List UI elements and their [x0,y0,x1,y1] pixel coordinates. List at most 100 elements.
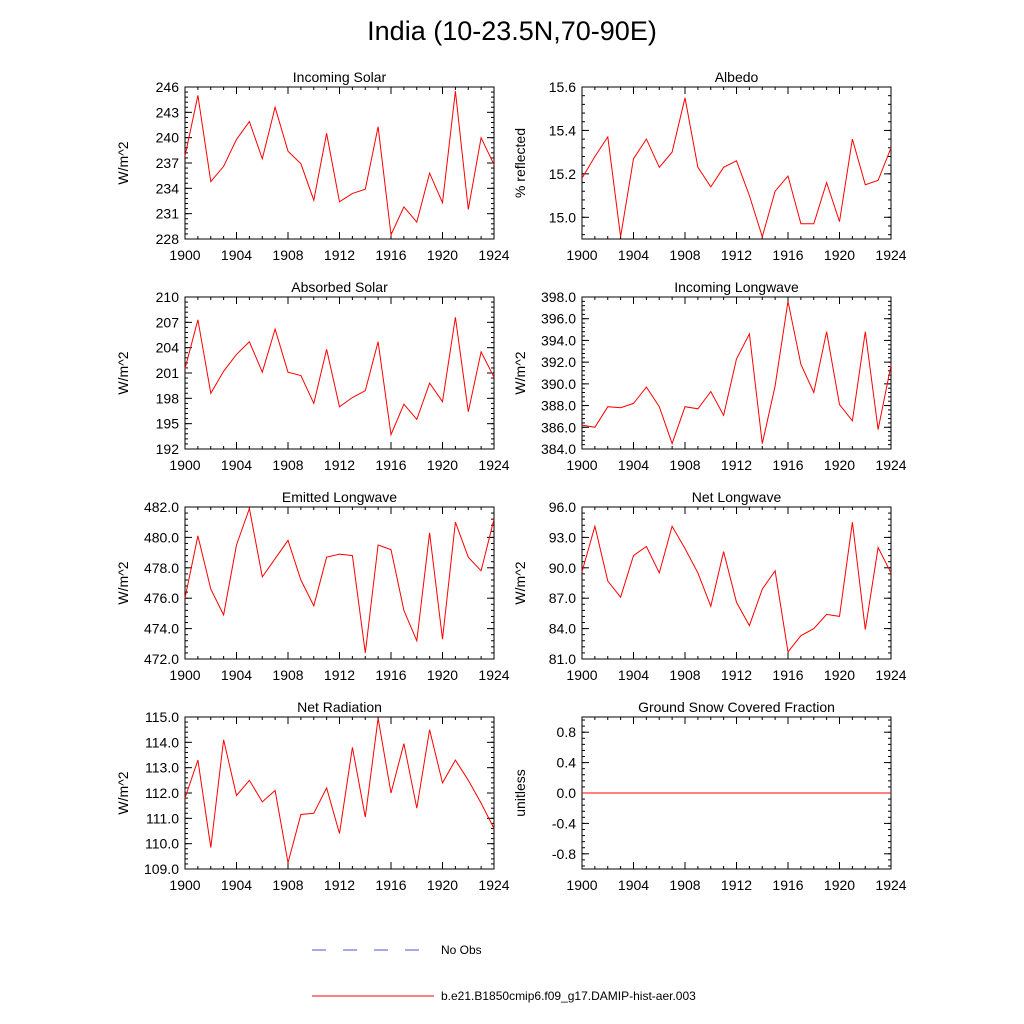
x-tick-label: 1912 [324,667,355,683]
x-tick-label: 1916 [772,457,803,473]
x-tick-label: 1920 [427,457,458,473]
y-tick-label: 84.0 [549,621,576,637]
panel-7: Ground Snow Covered Fraction unitless 1900… [512,699,907,893]
y-tick-label: 237 [156,155,180,171]
y-tick-label: 394.0 [541,332,576,348]
plot-frame [184,506,495,660]
x-tick-label: 1900 [169,667,200,683]
x-tick-label: 1912 [324,877,355,893]
x-tick-label: 1908 [272,667,303,683]
y-tick-label: 390.0 [541,376,576,392]
panel-title: Absorbed Solar [291,279,388,295]
y-tick-label: 388.0 [541,398,576,414]
y-axis-label: % reflected [512,128,528,198]
y-tick-label: 15.0 [549,209,576,225]
x-tick-label: 1900 [566,877,597,893]
series-line-0 [184,718,495,863]
y-tick-label: 111.0 [146,810,179,826]
x-tick-label: 1924 [478,247,509,263]
y-tick-label: 15.6 [549,79,576,95]
panels: Incoming Solar W/m^2 1900 1904 1908 1912 1916 1… [115,69,907,893]
y-tick-label: -0.4 [552,815,576,831]
x-tick-label: 1920 [824,247,855,263]
x-tick-label: 1904 [221,247,252,263]
y-tick-label: 228 [156,231,180,247]
y-axis-label: W/m^2 [115,561,131,604]
x-tick-label: 1900 [169,247,200,263]
x-tick-label: 1900 [566,247,597,263]
y-tick-label: 0.4 [557,755,577,771]
x-tick-label: 1924 [478,667,509,683]
panel-3: Incoming Longwave W/m^2 1900 1904 1908 1912 19… [512,279,907,473]
series-line-0 [184,317,495,437]
y-tick-label: 15.2 [549,166,576,182]
x-tick-label: 1916 [772,877,803,893]
y-tick-label: 478.0 [144,560,179,576]
x-tick-label: 1904 [221,457,252,473]
y-tick-label: 192 [156,441,180,457]
x-tick-label: 1920 [824,877,855,893]
panel-6: Net Radiation W/m^2 1900 1904 1908 1912 1916 19… [115,699,510,893]
y-tick-label: 198 [156,390,180,406]
y-tick-label: 113.0 [145,760,179,776]
plot-frame [184,296,495,450]
y-tick-label: 480.0 [144,529,179,545]
x-tick-label: 1924 [875,667,906,683]
y-axis-label: unitless [512,769,528,816]
y-tick-label: 210 [156,289,180,305]
x-tick-label: 1912 [324,457,355,473]
plot-frame [184,716,495,870]
y-tick-label: 207 [156,314,180,330]
legend-label-no-obs: No Obs [441,943,482,957]
x-tick-label: 1920 [427,877,458,893]
x-tick-label: 1900 [169,457,200,473]
panel-4: Emitted Longwave W/m^2 1900 1904 1908 1912 191… [115,489,510,683]
panel-title: Albedo [715,69,759,85]
panel-title: Net Longwave [692,489,782,505]
plot-frame [581,296,892,450]
x-tick-label: 1908 [669,667,700,683]
y-tick-label: 234 [156,180,180,196]
x-tick-label: 1912 [721,457,752,473]
x-tick-label: 1916 [772,247,803,263]
y-tick-label: 384.0 [541,441,576,457]
x-tick-label: 1912 [721,667,752,683]
y-tick-label: 0.0 [557,785,577,801]
y-tick-label: 231 [156,206,180,222]
y-tick-label: 398.0 [541,289,576,305]
y-axis-label: W/m^2 [512,561,528,604]
panel-title: Net Radiation [297,699,382,715]
x-tick-label: 1916 [375,877,406,893]
x-tick-label: 1920 [427,667,458,683]
panel-title: Incoming Longwave [674,279,799,295]
y-tick-label: 96.0 [549,499,576,515]
panel-title: Ground Snow Covered Fraction [638,699,835,715]
y-tick-label: 246 [156,79,180,95]
y-tick-label: 472.0 [144,651,179,667]
y-tick-label: 396.0 [541,311,576,327]
x-tick-label: 1908 [272,877,303,893]
x-tick-label: 1904 [221,877,252,893]
plot-frame [581,86,892,240]
x-tick-label: 1900 [169,877,200,893]
legend: No Obs b.e21.B1850cmip6.f09_g17.DAMIP-hi… [312,943,696,1003]
y-tick-label: 93.0 [549,529,576,545]
x-tick-label: 1904 [618,877,649,893]
plot-frame [581,506,892,660]
y-tick-label: 476.0 [144,590,179,606]
y-axis-label: W/m^2 [115,771,131,814]
y-tick-label: 114.0 [145,734,179,750]
y-tick-label: 386.0 [541,419,576,435]
x-tick-label: 1912 [721,877,752,893]
x-tick-label: 1920 [824,667,855,683]
y-tick-label: 115.0 [145,709,179,725]
y-tick-label: 112.0 [145,785,179,801]
y-tick-label: 87.0 [549,590,576,606]
y-tick-label: 195 [156,416,180,432]
panel-1: Albedo % reflected 1900 1904 1908 1912 1916 192… [512,69,907,263]
x-tick-label: 1908 [669,877,700,893]
y-axis-label: W/m^2 [512,351,528,394]
legend-label-model: b.e21.B1850cmip6.f09_g17.DAMIP-hist-aer.… [441,989,696,1003]
y-tick-label: 81.0 [549,651,576,667]
